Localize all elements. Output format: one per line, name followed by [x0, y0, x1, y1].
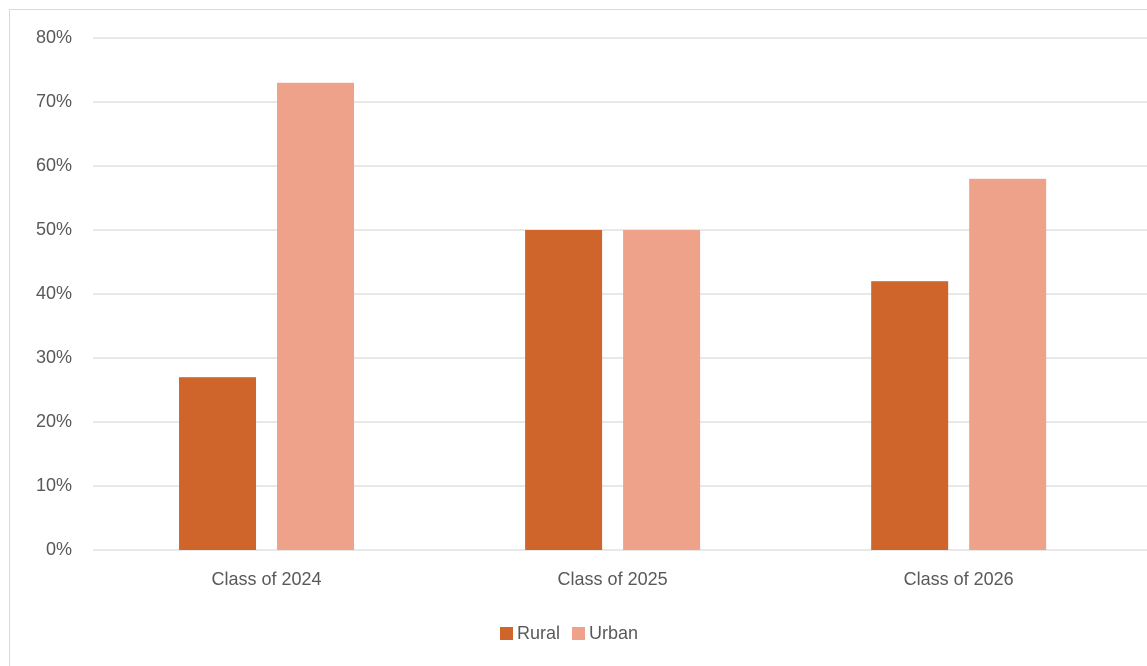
y-tick-label: 80% — [36, 27, 72, 47]
bar — [179, 377, 257, 550]
y-tick-label: 0% — [46, 539, 72, 559]
bar — [969, 178, 1047, 551]
legend-swatch — [572, 627, 586, 640]
legend-label: Urban — [589, 623, 638, 643]
bar — [277, 82, 355, 551]
legend-label: Rural — [517, 623, 560, 643]
legend-swatch — [500, 627, 513, 640]
y-tick-label: 40% — [36, 283, 72, 303]
bar — [623, 230, 701, 550]
y-tick-label: 20% — [36, 411, 72, 431]
y-tick-label: 30% — [36, 347, 72, 367]
y-tick-label: 10% — [36, 475, 72, 495]
y-tick-label: 70% — [36, 91, 72, 111]
y-tick-label: 50% — [36, 219, 72, 239]
x-tick-label: Class of 2026 — [904, 569, 1014, 589]
bar — [525, 230, 603, 550]
x-tick-label: Class of 2025 — [558, 569, 668, 589]
y-tick-label: 60% — [36, 155, 72, 175]
chart-border — [9, 9, 1147, 666]
x-tick-label: Class of 2024 — [211, 569, 321, 589]
bar — [871, 281, 949, 550]
